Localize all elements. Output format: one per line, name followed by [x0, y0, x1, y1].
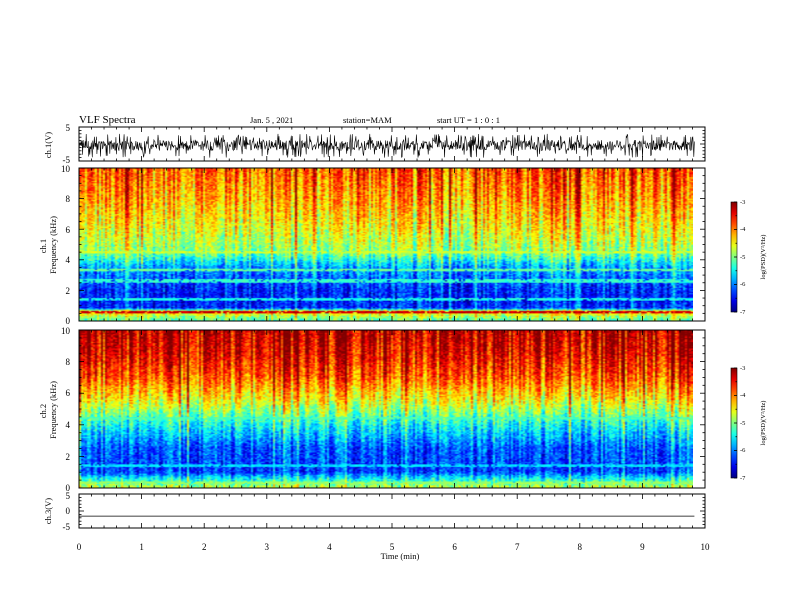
start-ut-label: start UT = 1 : 0 : 1 [437, 115, 500, 125]
ch3-waveform-ylabel: ch.3(V) [43, 498, 53, 524]
xtick-6: 6 [452, 542, 457, 552]
ch1-cb-tick-m3: -3 [740, 199, 745, 206]
figure-title: VLF Spectra [79, 114, 136, 126]
ch1-cb-tick-m7: -7 [740, 309, 746, 316]
ch1-colorbar-ticks [734, 201, 737, 313]
ch3-ytick-bottom: -5 [63, 522, 71, 532]
ch1-ytick-6: 6 [66, 225, 71, 235]
ch3-ytick-mid: 0 [66, 506, 71, 516]
ch1-colorbar-label: log(PSD)(V²/Hz) [760, 235, 767, 280]
ch1-ytick-top: 5 [66, 123, 71, 133]
ch1-ytick-0: 0 [66, 316, 71, 326]
ch2-colorbar-label: log(PSD)(V²/Hz) [760, 401, 767, 446]
ch1-waveform-ylabel: ch.1(V) [43, 132, 53, 158]
ch2-ytick-10: 10 [61, 326, 71, 336]
xtick-4: 4 [327, 542, 332, 552]
xtick-7: 7 [515, 542, 520, 552]
ch1-spectrogram-ticks [78, 167, 706, 322]
ch1-cb-tick-m5: -5 [740, 254, 745, 261]
xtick-5: 5 [390, 542, 395, 552]
ch1-waveform-panel: 5 -5 ch.1(V) [43, 123, 706, 165]
ch1-spectrogram-ylabel: ch.1 Frequency (kHz) [38, 216, 58, 274]
ch2-cb-tick-m4: -4 [740, 392, 746, 399]
x-axis: 0 1 2 3 4 5 6 7 8 9 10 Time (min) [77, 542, 710, 561]
ch1-ytick-4: 4 [66, 255, 71, 265]
ch2-ytick-2: 2 [66, 452, 71, 462]
ch2-ytick-4: 4 [66, 420, 71, 430]
x-axis-label: Time (min) [381, 551, 420, 561]
ch2-cb-tick-m6: -6 [740, 447, 746, 454]
station-label: station=MAM [343, 115, 392, 125]
ch2-spectrogram-image [79, 330, 693, 488]
ch1-ytick-10: 10 [61, 164, 71, 174]
xtick-1: 1 [139, 542, 144, 552]
date-label: Jan. 5 , 2021 [250, 115, 293, 125]
xtick-10: 10 [701, 542, 711, 552]
ch1-cb-tick-m6: -6 [740, 281, 746, 288]
ch1-waveform-trace [78, 133, 695, 158]
ch1-ylabel-frequency: Frequency (kHz) [48, 216, 58, 274]
ch2-cb-tick-m5: -5 [740, 420, 745, 427]
xtick-0: 0 [77, 542, 82, 552]
ch3-ytick-top: 5 [66, 491, 71, 501]
ch1-ytick-8: 8 [66, 194, 71, 204]
ch1-waveform-ticks [78, 126, 706, 162]
ch2-ytick-0: 0 [66, 483, 71, 493]
ch1-spectrogram-image [79, 168, 693, 321]
xtick-3: 3 [265, 542, 270, 552]
ch2-spectrogram-panel: 0 2 4 6 8 10 ch.2 Frequency (kHz) -3 -4 … [38, 326, 767, 493]
ch3-waveform-frame [78, 493, 706, 529]
xtick-8: 8 [578, 542, 583, 552]
ch3-waveform-panel: 5 0 -5 ch.3(V) [43, 491, 706, 532]
ch1-spectrogram-panel: 0 2 4 6 8 10 ch.1 Frequency (kHz) -3 -4 … [38, 164, 767, 326]
ch2-cb-tick-m7: -7 [740, 475, 746, 482]
ch2-spectrogram-ticks [78, 329, 706, 489]
xtick-2: 2 [202, 542, 207, 552]
ch2-colorbar-ticks [734, 367, 737, 479]
ch1-cb-tick-m4: -4 [740, 226, 746, 233]
ch2-cb-tick-m3: -3 [740, 365, 745, 372]
ch3-waveform-ticks [78, 493, 706, 529]
ch2-ylabel-frequency: Frequency (kHz) [48, 381, 58, 439]
ch2-ytick-6: 6 [66, 388, 71, 398]
ch1-ytick-2: 2 [66, 286, 71, 296]
ch2-ytick-8: 8 [66, 357, 71, 367]
ch2-spectrogram-ylabel: ch.2 Frequency (kHz) [38, 381, 58, 439]
ch2-ylabel-channel: ch.2 [38, 404, 48, 418]
ch1-ylabel-channel: ch.1 [38, 239, 48, 253]
ch1-ytick-bottom: -5 [63, 155, 71, 165]
xtick-9: 9 [640, 542, 645, 552]
